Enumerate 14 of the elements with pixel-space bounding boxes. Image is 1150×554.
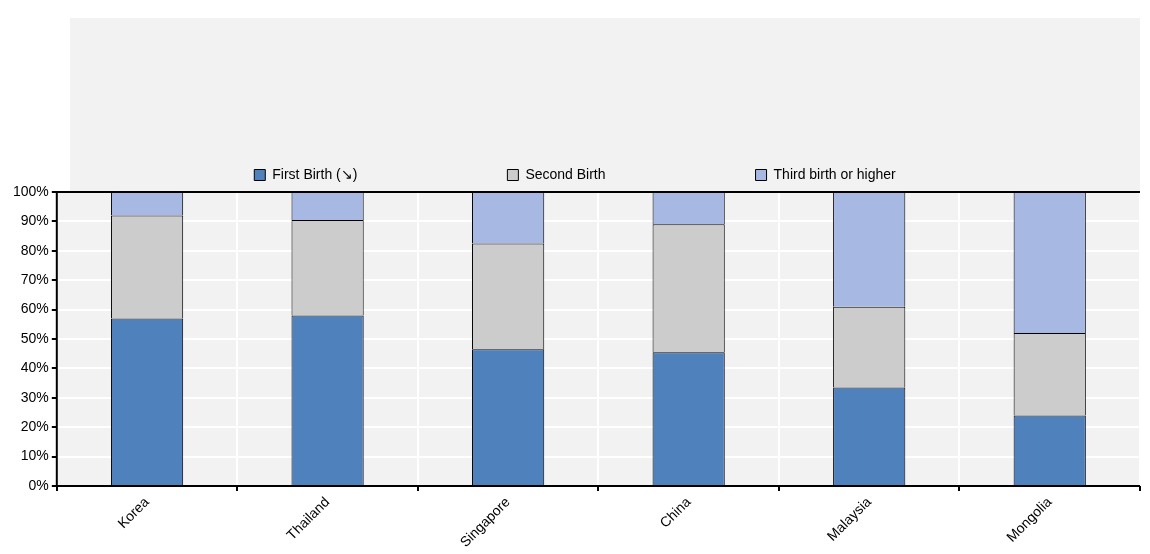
y-tick-label: 90% — [20, 212, 49, 229]
legend-label: Third birth or higher — [773, 165, 897, 182]
y-tick-label: 70% — [20, 271, 49, 288]
legend-label: Second Birth — [525, 165, 606, 182]
y-tick-label: 80% — [20, 241, 49, 258]
y-tick-label: 100% — [12, 182, 49, 199]
y-tick-label: 60% — [20, 300, 49, 317]
y-tick-label: 0% — [28, 476, 49, 493]
y-tick-label: 10% — [20, 447, 49, 464]
y-tick-label: 20% — [20, 418, 49, 435]
legend-label: First Birth (↘) — [272, 165, 358, 182]
y-tick-label: 40% — [20, 359, 49, 376]
y-tick-label: 50% — [20, 329, 49, 346]
y-tick-label: 30% — [20, 388, 49, 405]
